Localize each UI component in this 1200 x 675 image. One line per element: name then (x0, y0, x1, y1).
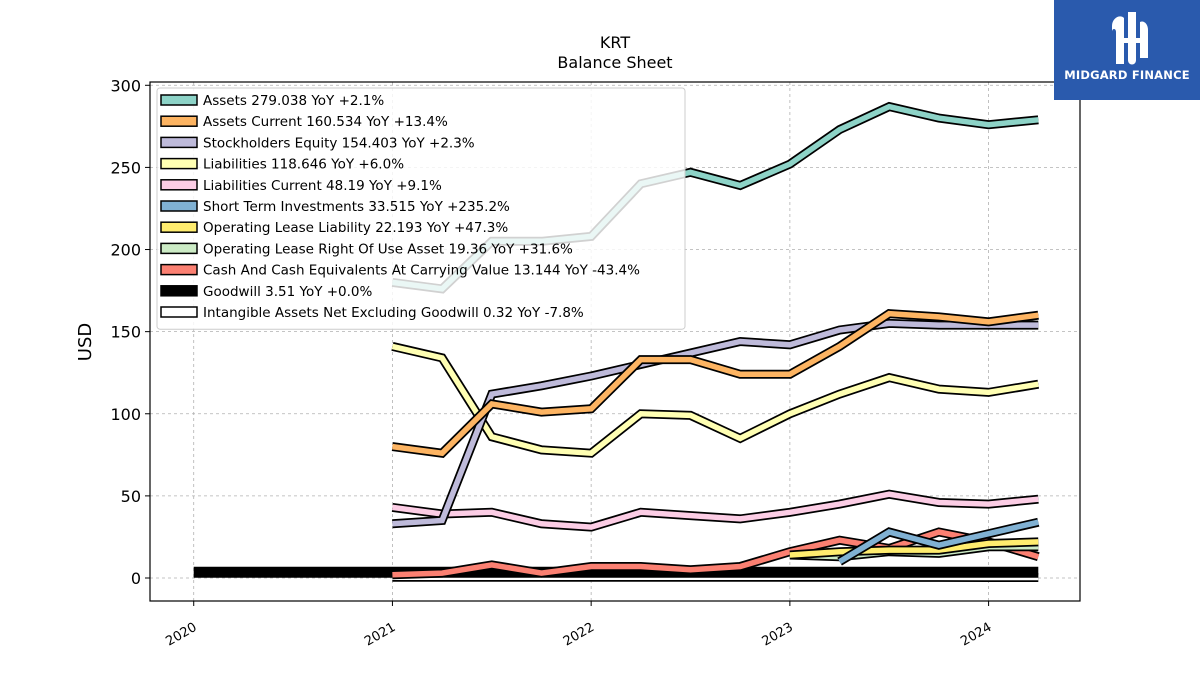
y-tick-label: 250 (110, 158, 141, 177)
legend-swatch (160, 136, 198, 149)
x-tick-label: 2024 (958, 620, 994, 650)
series-line (838, 519, 1039, 564)
legend-entry: Liabilities 118.646 YoY +6.0% (203, 157, 404, 173)
legend-entry: Stockholders Equity 154.403 YoY +2.3% (203, 135, 475, 151)
legend-swatch (160, 263, 198, 276)
legend-entry: Operating Lease Right Of Use Asset 19.36… (203, 241, 573, 257)
series-line (392, 529, 1040, 578)
y-tick-label: 100 (110, 405, 141, 424)
legend-entry: Intangible Assets Net Excluding Goodwill… (203, 305, 584, 321)
legend-entry: Assets Current 160.534 YoY +13.4% (203, 114, 448, 130)
y-tick-label: 50 (121, 487, 141, 506)
legend-swatch (160, 285, 198, 297)
x-tick-label: 2023 (760, 620, 796, 650)
legend-swatch (160, 306, 198, 318)
y-axis-ticks: 0 50 100 150 200 250 300 (110, 76, 150, 588)
legend-swatch (160, 115, 198, 127)
series-line (789, 539, 1039, 558)
midgard-finance-logo: MIDGARD FINANCE (1054, 0, 1200, 100)
legend-swatch (160, 221, 198, 233)
y-tick-label: 300 (110, 76, 141, 95)
legend-entry: Cash And Cash Equivalents At Carrying Va… (203, 263, 640, 279)
chart-title: KRT (600, 33, 630, 52)
chart-subtitle: Balance Sheet (557, 53, 672, 72)
legend-swatch (160, 179, 198, 191)
x-tick-label: 2022 (561, 620, 597, 650)
logo-emblem-icon (1112, 12, 1148, 65)
x-tick-label: 2021 (362, 620, 398, 650)
series-line (392, 310, 1039, 457)
legend-entry: Operating Lease Liability 22.193 YoY +47… (203, 220, 508, 236)
y-tick-label: 200 (110, 241, 141, 260)
legend-entry: Liabilities Current 48.19 YoY +9.1% (203, 178, 442, 194)
legend-box (156, 87, 686, 330)
series-line (392, 491, 1039, 530)
plot-frame (149, 81, 1081, 602)
x-axis-ticks: 2020 2021 2022 2023 2024 (163, 601, 994, 649)
legend-swatch (160, 94, 198, 106)
legend-entry: Goodwill 3.51 YoY +0.0% (203, 284, 373, 300)
legend-entry: Short Term Investments 33.515 YoY +235.2… (203, 199, 510, 215)
legend-swatch (160, 157, 198, 170)
legend-swatch (160, 242, 198, 255)
legend: Assets 279.038 YoY +2.1% Assets Current 1… (156, 87, 686, 330)
y-axis-label: USD (75, 323, 96, 361)
x-tick-label: 2020 (163, 620, 199, 650)
legend-entry: Assets 279.038 YoY +2.1% (203, 93, 384, 109)
series-line (391, 343, 1039, 457)
series-line (392, 320, 1039, 527)
legend-swatch (160, 200, 198, 212)
y-tick-label: 0 (131, 569, 141, 588)
y-tick-label: 150 (110, 323, 141, 342)
logo-name: MIDGARD FINANCE (1064, 68, 1190, 82)
